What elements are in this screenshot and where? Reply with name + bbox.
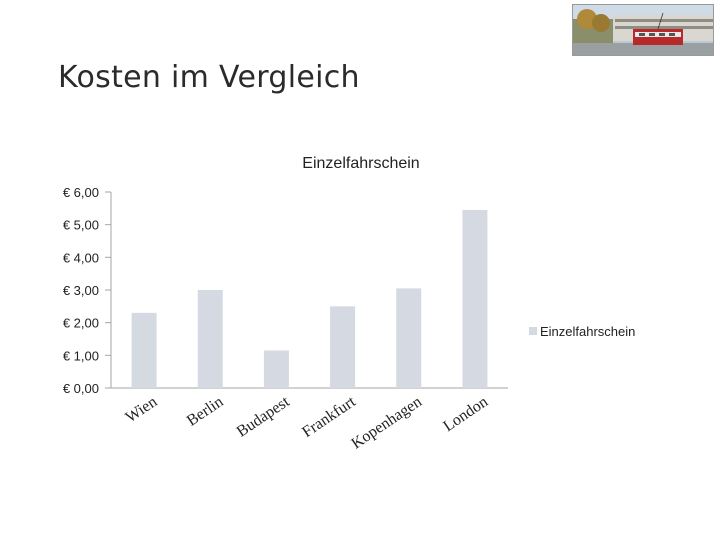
y-axis: € 0,00 € 1,00 € 2,00 € 3,00 € 4,00 € 5,00 € 6,… — [63, 185, 508, 396]
tram-photo-icon — [573, 5, 713, 55]
bar-london — [462, 209, 488, 388]
bar-wien — [131, 312, 157, 388]
x-tick-label: Budapest — [234, 393, 293, 441]
y-tick-label: € 0,00 — [63, 381, 99, 396]
x-tick-label: Wien — [123, 393, 161, 426]
x-tick-label: Kopenhagen — [348, 393, 425, 452]
y-tick-label: € 1,00 — [63, 348, 99, 363]
x-tick-label: London — [440, 393, 491, 435]
bar-budapest — [263, 350, 289, 388]
legend-label: Einzelfahrschein — [540, 324, 635, 339]
bar-berlin — [197, 290, 223, 388]
legend: Einzelfahrschein — [529, 324, 635, 339]
bars — [131, 209, 488, 388]
slide-title: Kosten im Vergleich — [58, 60, 360, 95]
tram-photo — [572, 4, 714, 56]
y-tick-label: € 4,00 — [63, 250, 99, 265]
y-tick-label: € 6,00 — [63, 185, 99, 200]
bar-kopenhagen — [396, 288, 422, 388]
x-tick-label: Frankfurt — [299, 393, 359, 441]
bar-frankfurt — [330, 306, 356, 388]
y-tick-label: € 3,00 — [63, 283, 99, 298]
chart-title: Einzelfahrschein — [302, 155, 419, 172]
y-tick-label: € 2,00 — [63, 316, 99, 331]
x-tick-label: Berlin — [184, 393, 227, 429]
legend-swatch — [529, 327, 537, 335]
y-tick-label: € 5,00 — [63, 218, 99, 233]
